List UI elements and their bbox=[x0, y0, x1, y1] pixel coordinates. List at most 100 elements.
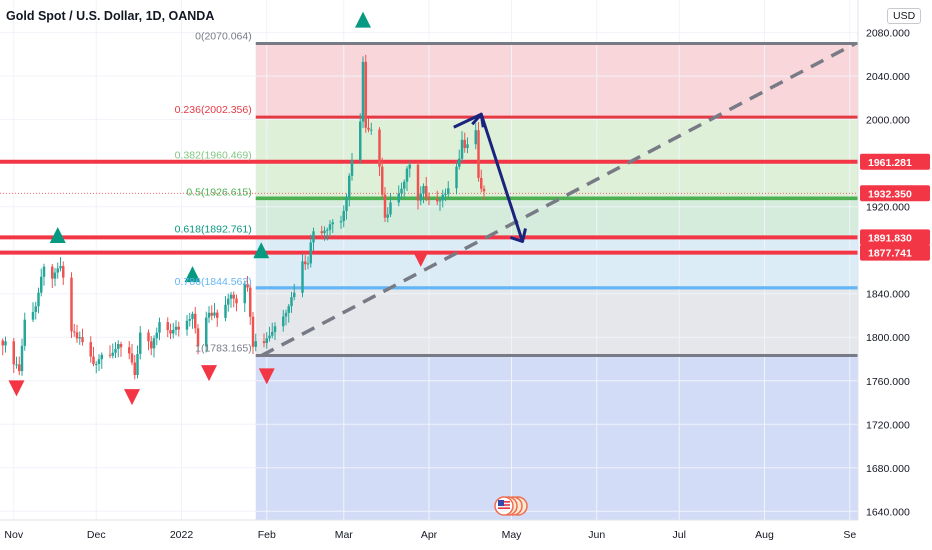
candle-body bbox=[326, 229, 329, 231]
triangle-up-icon bbox=[253, 242, 270, 259]
candle-body bbox=[174, 326, 178, 330]
candle bbox=[177, 321, 180, 337]
candle bbox=[284, 309, 288, 326]
candle-body bbox=[188, 318, 191, 321]
candle bbox=[97, 354, 101, 371]
candle bbox=[56, 262, 59, 279]
fib-label-0.382: 0.382(1960.469) bbox=[175, 150, 252, 162]
trend-line-group bbox=[260, 41, 857, 358]
candle-body bbox=[331, 222, 334, 225]
candle-body bbox=[348, 175, 351, 198]
candle-body bbox=[53, 272, 57, 279]
candle bbox=[108, 345, 112, 359]
candle-body bbox=[12, 341, 15, 365]
candle-body bbox=[427, 198, 431, 200]
candle-body bbox=[378, 129, 381, 167]
y-axis-background bbox=[858, 0, 932, 550]
y-tick-label: 2080.000 bbox=[866, 28, 910, 40]
fib-label-0.5: 0.5(1926.615) bbox=[186, 186, 251, 198]
candle-body bbox=[243, 283, 246, 304]
candle-body bbox=[235, 298, 238, 304]
candle-body bbox=[136, 353, 139, 375]
candle bbox=[397, 185, 400, 207]
candle bbox=[232, 291, 235, 308]
price-label-text: 1961.281 bbox=[868, 157, 912, 169]
candle bbox=[23, 312, 26, 351]
candle bbox=[287, 303, 290, 323]
candle bbox=[273, 322, 277, 340]
y-tick-label: 1920.000 bbox=[866, 202, 910, 214]
candle bbox=[70, 272, 73, 338]
candle bbox=[89, 336, 92, 363]
candle-body bbox=[205, 317, 208, 347]
candle-body bbox=[15, 364, 18, 366]
price-label-box bbox=[860, 229, 930, 246]
candle-body bbox=[229, 294, 233, 299]
candle-body bbox=[81, 337, 84, 343]
candle bbox=[133, 354, 136, 380]
fib-fill-group bbox=[255, 43, 858, 525]
candle bbox=[78, 331, 81, 345]
projection-arrow-group bbox=[453, 112, 527, 244]
candle-body bbox=[210, 312, 213, 316]
candle-body bbox=[130, 353, 134, 363]
candle-body bbox=[342, 211, 345, 222]
candle-body bbox=[287, 306, 290, 313]
candle bbox=[20, 338, 24, 376]
candle-body bbox=[177, 326, 180, 330]
triangle-down-icon bbox=[124, 389, 140, 406]
candle bbox=[40, 268, 43, 297]
x-axis[interactable]: Nov Dec 2022 Feb Mar Apr May Jun Jul Aug Se bbox=[0, 519, 932, 550]
candle bbox=[427, 192, 431, 206]
fib-label-0.618: 0.618(1892.761) bbox=[175, 223, 252, 235]
candle-body bbox=[345, 197, 348, 212]
candle-body bbox=[290, 297, 293, 307]
candle-body bbox=[312, 231, 315, 243]
fib-zone-0 bbox=[255, 43, 858, 118]
candle-body bbox=[386, 214, 389, 218]
candle bbox=[207, 306, 211, 323]
candle bbox=[210, 305, 213, 321]
candle-body bbox=[438, 200, 442, 202]
candle-body bbox=[477, 130, 480, 178]
price-label-group: 1961.281 1932.350 1891.830 1877.741 bbox=[860, 153, 930, 261]
x-tick-label: Mar bbox=[335, 529, 354, 541]
candle bbox=[243, 280, 246, 312]
candle-body bbox=[323, 230, 326, 234]
candle bbox=[246, 276, 249, 292]
candle bbox=[438, 197, 442, 211]
candle bbox=[152, 335, 156, 358]
candle bbox=[482, 185, 486, 200]
candle-body bbox=[216, 312, 219, 318]
currency-button[interactable]: USD bbox=[887, 8, 922, 24]
candle bbox=[128, 341, 131, 360]
triangle-down-icon bbox=[8, 380, 25, 397]
candle-body bbox=[155, 332, 158, 339]
candle-body bbox=[359, 121, 362, 161]
candle bbox=[378, 127, 381, 177]
x-tick-label: 2022 bbox=[170, 529, 194, 541]
candle-body bbox=[191, 313, 194, 319]
candle-body bbox=[482, 188, 486, 192]
trend-line bbox=[260, 41, 857, 358]
candle bbox=[31, 302, 35, 322]
candle-body bbox=[271, 332, 274, 336]
candle-body bbox=[339, 221, 343, 223]
candle bbox=[326, 227, 329, 241]
candle-body bbox=[40, 276, 43, 293]
candle-body bbox=[268, 335, 271, 339]
candle bbox=[62, 261, 65, 285]
candle-body bbox=[169, 330, 172, 334]
candle-body bbox=[75, 332, 79, 339]
candle bbox=[370, 122, 373, 135]
y-axis[interactable]: 2080.0002040.0002000.0001960.0001920.000… bbox=[857, 0, 932, 550]
candle bbox=[425, 176, 428, 202]
candle bbox=[81, 328, 84, 346]
candle bbox=[383, 187, 387, 222]
candle-body bbox=[328, 224, 332, 230]
candle-body bbox=[1, 340, 4, 346]
candle-body bbox=[408, 164, 411, 169]
candle bbox=[460, 131, 464, 162]
